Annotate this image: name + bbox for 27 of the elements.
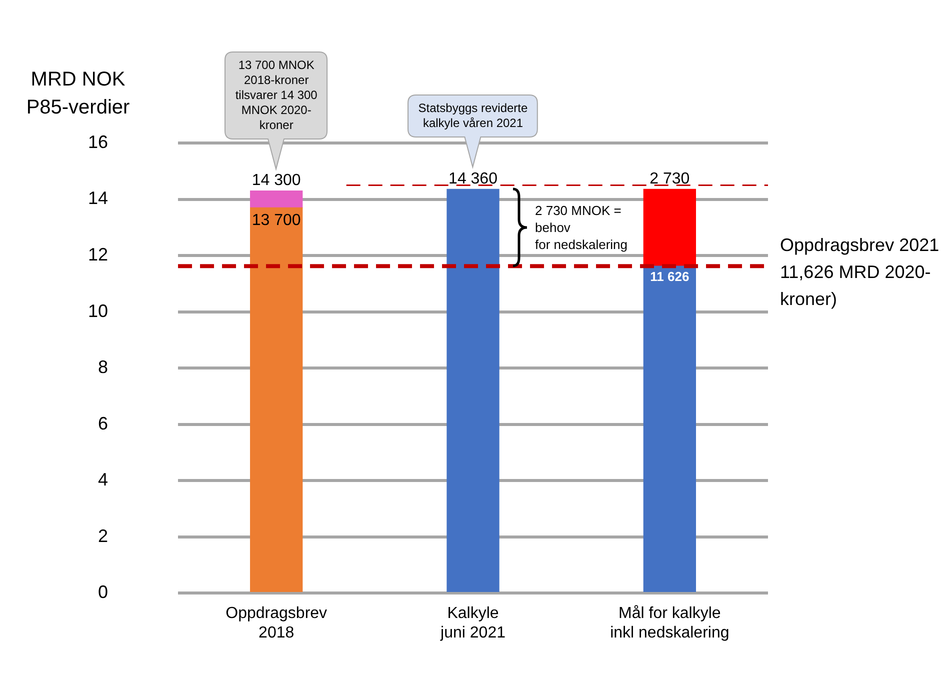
- bar: [446, 188, 500, 592]
- x-tick-label: Oppdragsbrev 2018: [226, 605, 328, 642]
- bar: [250, 207, 303, 592]
- y-tick-label: 6: [98, 413, 108, 434]
- x-tick-label: Kalkyle juni 2021: [440, 605, 506, 642]
- y-tick-label: 2: [98, 526, 108, 546]
- ref-line-label: Oppdragsbrev 2021 11,626 MRD 2020- kroner): [780, 235, 940, 310]
- y-tick-label: 16: [88, 132, 108, 152]
- annotation: 13 700: [252, 212, 301, 230]
- annotation: 11 626: [650, 269, 690, 284]
- text: Statsbyggs reviderte kalkyle våren 2021: [417, 101, 529, 132]
- x-tick-label: Mål for kalkyle inkl nedskalering: [610, 605, 730, 642]
- y-tick-label: 4: [98, 470, 108, 490]
- y-axis-title: MRD NOK P85-verdier: [26, 68, 130, 119]
- y-tick-label: 14: [88, 188, 108, 208]
- y-tick-label: 0: [98, 582, 108, 602]
- bar: [643, 266, 696, 592]
- bar: [643, 188, 696, 266]
- bar: [250, 190, 303, 208]
- annotation: 14 300: [252, 172, 301, 190]
- y-tick-label: 12: [88, 244, 108, 265]
- annotation: 2 730: [650, 170, 690, 188]
- y-tick-label: 8: [98, 357, 108, 378]
- annotation: 14 360: [448, 170, 498, 188]
- text: 13 700 MNOK 2018-kroner tilsvarer 14 300 MNOK 2020- kroner: [234, 58, 318, 133]
- annotation: 2 730 MNOK = behov for nedskalering: [535, 202, 628, 253]
- y-tick-label: 10: [88, 300, 108, 321]
